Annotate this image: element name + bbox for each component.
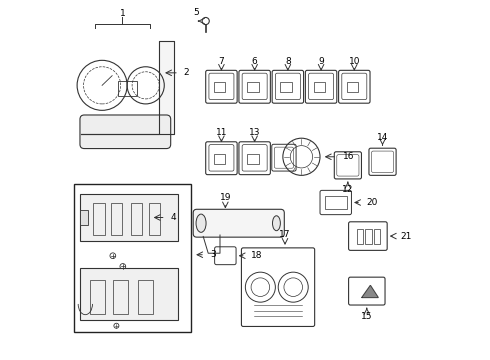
Bar [138, 280, 153, 314]
Bar [113, 280, 128, 314]
Text: 19: 19 [220, 193, 231, 202]
Text: 2: 2 [184, 68, 189, 77]
Ellipse shape [196, 214, 206, 232]
Bar [325, 196, 347, 209]
Text: 1: 1 [120, 9, 125, 18]
Bar [374, 229, 380, 244]
Bar [118, 81, 137, 96]
Text: 11: 11 [216, 129, 227, 138]
Text: 5: 5 [193, 8, 198, 17]
Bar [247, 82, 259, 92]
Bar [80, 194, 178, 241]
Polygon shape [362, 285, 378, 297]
Text: 14: 14 [377, 132, 388, 141]
Bar [90, 280, 104, 314]
Text: 9: 9 [318, 57, 324, 66]
Bar [366, 229, 372, 244]
Bar [357, 229, 363, 244]
Text: 20: 20 [366, 198, 377, 207]
Text: 16: 16 [343, 152, 355, 161]
Bar [74, 184, 192, 332]
Bar [80, 268, 178, 320]
Bar [314, 82, 325, 92]
Polygon shape [81, 41, 173, 134]
Ellipse shape [272, 216, 280, 231]
Text: 4: 4 [171, 213, 176, 222]
Bar [347, 82, 358, 92]
Bar [93, 203, 104, 235]
Text: 7: 7 [219, 57, 224, 66]
Text: 18: 18 [251, 251, 262, 260]
Bar [111, 203, 122, 235]
Bar [148, 203, 160, 235]
FancyBboxPatch shape [80, 115, 171, 149]
Bar [214, 82, 225, 92]
Text: 10: 10 [348, 57, 360, 66]
Text: 3: 3 [210, 250, 216, 259]
Bar [131, 203, 142, 235]
Text: 15: 15 [361, 312, 372, 321]
Text: 17: 17 [279, 230, 291, 239]
Bar [214, 154, 225, 163]
Bar [247, 154, 259, 163]
Text: 13: 13 [249, 129, 260, 138]
Bar [80, 210, 88, 225]
Text: 6: 6 [252, 57, 258, 66]
Text: 8: 8 [285, 57, 291, 66]
Text: 12: 12 [342, 185, 354, 194]
Bar [280, 82, 292, 92]
Text: 21: 21 [400, 231, 412, 240]
FancyBboxPatch shape [193, 209, 284, 237]
